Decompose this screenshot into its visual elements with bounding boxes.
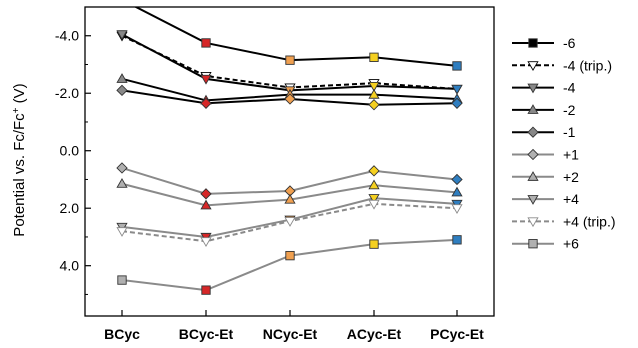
data-point-8-4: [451, 204, 463, 214]
data-point-4-0: [116, 84, 128, 97]
data-point-5-4: [451, 173, 463, 186]
y-axis-title-prefix: Potential vs. Fc/Fc: [11, 113, 28, 237]
legend-marker-1: [527, 61, 539, 72]
data-point-4-4: [451, 97, 463, 109]
data-point-0-0: [118, 0, 126, 4]
y-tick-label-3: 2.0: [60, 200, 80, 216]
legend-marker-4: [527, 126, 539, 138]
x-category-label-0: BCyc: [104, 326, 140, 342]
y-tick-label-1: -2.0: [55, 85, 79, 101]
y-tick-label-2: 0.0: [60, 143, 80, 159]
data-point-2-0: [116, 30, 128, 41]
data-point-7-3: [368, 194, 380, 204]
data-point-0-1: [201, 38, 211, 48]
legend: -6 -4 (trip.) -4 -2 -1 +1 +2 +4 +4 (trip.) +6: [512, 35, 616, 252]
data-point-8-0: [116, 227, 128, 237]
plot-area: [116, 0, 463, 295]
y-axis-title-superscript: +: [11, 107, 22, 113]
data-point-0-3: [369, 52, 379, 62]
data-point-6-1: [200, 199, 212, 210]
legend-marker-7: [527, 195, 539, 205]
data-point-4-3: [368, 99, 380, 111]
data-point-8-2: [284, 217, 296, 227]
data-point-6-0: [116, 178, 128, 188]
data-point-3-3: [368, 88, 380, 99]
axes: -4.0 -2.0 0.0 2.0 4.0 BCyc BCyc-Et NCyc-Et ACyc-…: [55, 6, 495, 342]
data-point-0-2: [285, 55, 295, 65]
y-axis-title: Potential vs. Fc/Fc+ (V): [11, 83, 29, 236]
y-axis-title-suffix: (V): [11, 83, 28, 107]
data-point-2-4: [451, 84, 463, 95]
legend-label-1: -4 (trip.): [563, 57, 612, 73]
x-category-label-1: BCyc-Et: [179, 326, 234, 342]
y-tick-label-4: 4.0: [60, 258, 80, 274]
legend-label-6: +2: [563, 169, 579, 185]
plot-frame: [84, 6, 495, 317]
legend-marker-0: [528, 38, 538, 48]
data-point-9-4: [452, 235, 462, 245]
legend-label-5: +1: [563, 147, 579, 163]
series-line-9: [121, 238, 458, 292]
data-point-4-1: [200, 97, 212, 109]
x-category-label-3: ACyc-Et: [347, 326, 402, 342]
data-point-5-1: [200, 188, 212, 200]
data-point-9-2: [285, 250, 295, 261]
data-point-0-4: [452, 61, 462, 71]
legend-label-7: +4: [563, 191, 579, 207]
data-point-2-3: [368, 82, 380, 92]
legend-label-8: +4 (trip.): [563, 213, 616, 229]
x-category-label-4: PCyc-Et: [430, 326, 484, 342]
data-point-8-3: [368, 199, 380, 210]
data-point-5-0: [116, 162, 128, 174]
legend-marker-3: [527, 104, 539, 114]
legend-marker-2: [527, 83, 539, 94]
data-point-3-0: [116, 73, 128, 83]
legend-marker-6: [527, 171, 539, 181]
data-point-6-4: [451, 186, 463, 197]
legend-label-3: -2: [563, 102, 576, 118]
legend-label-9: +6: [563, 236, 579, 252]
data-point-9-3: [369, 239, 379, 249]
data-point-5-3: [368, 165, 380, 177]
x-category-label-2: NCyc-Et: [263, 326, 318, 342]
legend-marker-8: [527, 217, 539, 228]
data-point-6-3: [368, 179, 380, 190]
y-tick-label-0: -4.0: [55, 28, 79, 44]
legend-label-0: -6: [563, 35, 576, 51]
legend-label-4: -1: [563, 124, 576, 140]
data-point-8-1: [200, 237, 212, 247]
data-point-4-2: [284, 93, 296, 105]
legend-marker-9: [528, 239, 538, 249]
legend-marker-5: [527, 148, 539, 161]
data-point-2-1: [200, 74, 212, 85]
legend-label-2: -4: [563, 80, 576, 96]
data-point-9-0: [117, 275, 127, 285]
data-point-6-2: [284, 193, 296, 204]
data-point-9-1: [201, 285, 211, 295]
